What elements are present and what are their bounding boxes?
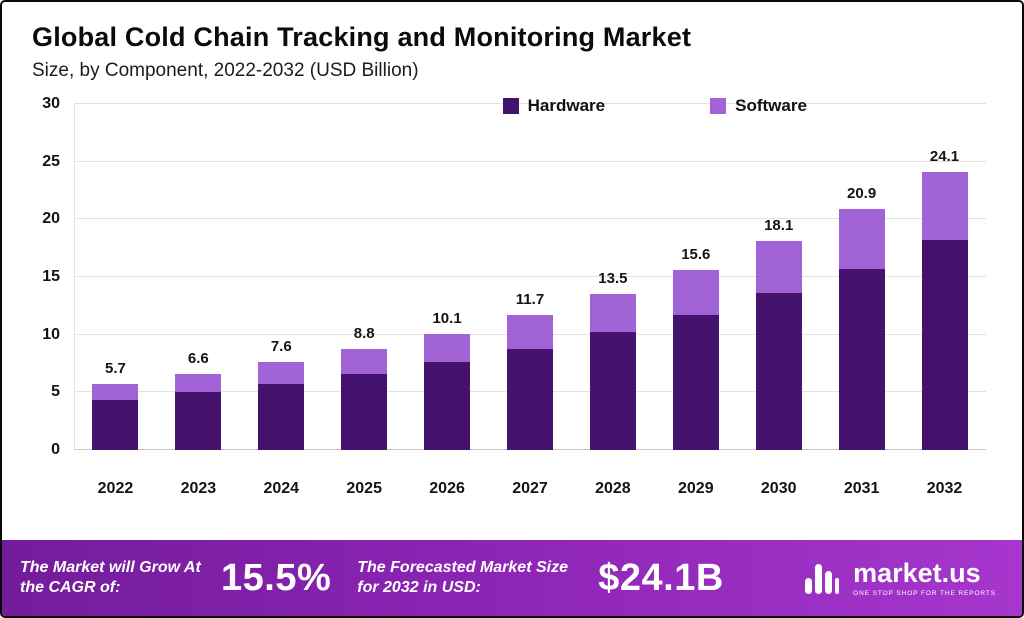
bar-column-2027: 11.7: [489, 104, 572, 450]
bar-2026-hardware: [424, 362, 471, 450]
gridline: [74, 160, 986, 162]
bars: 5.7 6.6 7.6 8.8 10.1 11.7 13.5 15.6 18.1 20.9 24.1: [74, 104, 986, 450]
bar-total-label: 11.7: [515, 291, 545, 309]
x-tick-label: 2027: [512, 480, 548, 497]
bar-2023-hardware: [175, 392, 222, 450]
y-tick-label: 30: [42, 95, 60, 112]
legend-swatch-software: [710, 98, 727, 114]
bar-total-label: 24.1: [929, 148, 960, 166]
bar-column-2026: 10.1: [406, 104, 489, 450]
bar-total-label: 15.6: [681, 246, 711, 264]
bar-2024-software: [258, 362, 305, 385]
bar-total-label: 18.1: [764, 217, 794, 235]
gridline: [74, 218, 986, 220]
brand-text: market.us ONE STOP SHOP FOR THE REPORTS: [853, 557, 996, 597]
legend-item-software: Software: [710, 96, 807, 116]
market-us-logo-icon: [805, 564, 840, 594]
x-tick-label: 2023: [180, 480, 217, 497]
y-tick-label: 25: [42, 152, 60, 170]
bar-2032-software: [921, 172, 968, 241]
brand-tagline: ONE STOP SHOP FOR THE REPORTS: [853, 589, 996, 597]
bar-2028-software: [589, 294, 636, 333]
bar-2025-hardware: [341, 373, 388, 450]
bar-2032-hardware: [921, 240, 968, 450]
bar-2031-hardware: [838, 268, 885, 450]
x-tick-label: 2032: [926, 480, 963, 497]
bar-total-label: 13.5: [598, 270, 628, 288]
bar-column-2028: 13.5: [571, 104, 654, 450]
bar-total-label: 8.8: [353, 324, 375, 342]
bar-2031-software: [838, 208, 885, 269]
legend-item-hardware: Hardware: [502, 96, 606, 116]
bar-total-label: 20.9: [847, 184, 877, 202]
bar-column-2030: 18.1: [737, 104, 820, 450]
footer-banner: The Market will Grow At the CAGR of: 15.…: [2, 540, 1022, 616]
chart-title: Global Cold Chain Tracking and Monitorin…: [32, 22, 692, 52]
x-tick-label: 2025: [346, 480, 382, 497]
bar-2024-hardware: [258, 384, 305, 450]
y-tick-label: 15: [42, 268, 60, 285]
bar-total-label: 7.6: [270, 338, 292, 356]
bar-2023-software: [175, 373, 222, 393]
legend-label: Software: [735, 96, 807, 115]
x-tick-label: 2029: [678, 480, 714, 497]
bar-total-label: 6.6: [187, 349, 209, 367]
bar-2027-hardware: [506, 348, 553, 450]
x-tick-label: 2031: [843, 480, 880, 497]
x-tick-label: 2022: [97, 480, 134, 497]
bar-column-2025: 8.8: [323, 104, 406, 450]
brand-name: market.us: [853, 557, 981, 588]
bar-column-2022: 5.7: [74, 104, 157, 450]
bar-total-label: 5.7: [105, 360, 126, 378]
legend: Hardware Software: [502, 96, 807, 116]
y-tick-label: 0: [51, 441, 60, 458]
bar-2029-hardware: [672, 315, 719, 450]
forecast-label: The Forecasted Market Size for 2032 in U…: [357, 559, 568, 596]
forecast-value: $24.1B: [598, 556, 724, 599]
bar-2030-software: [755, 241, 802, 294]
gridline: [74, 276, 986, 277]
bar-2029-software: [672, 270, 719, 316]
bar-2030-hardware: [755, 293, 802, 450]
bar-total-label: 10.1: [432, 309, 462, 327]
legend-label: Hardware: [527, 96, 606, 115]
cagr-label: The Market will Grow At the CAGR of:: [20, 559, 201, 596]
x-tick-label: 2030: [760, 480, 797, 497]
bar-column-2029: 15.6: [654, 104, 737, 450]
bar-column-2032: 24.1: [903, 104, 986, 450]
bar-column-2024: 7.6: [240, 104, 323, 450]
bar-2026-software: [424, 333, 471, 363]
bar-column-2031: 20.9: [820, 104, 903, 450]
bar-2028-hardware: [589, 332, 636, 450]
x-tick-label: 2028: [595, 480, 631, 497]
bar-2025-software: [341, 348, 388, 374]
bar-2022-hardware: [92, 400, 139, 450]
chart-area: 0 5 10 15 20 25 30 Hardware Software 5.7 6.6 7.6 8…: [2, 82, 1022, 540]
chart-subtitle: Size, by Component, 2022-2032 (USD Billi…: [32, 60, 419, 81]
bar-2027-software: [506, 315, 553, 349]
cagr-value: 15.5%: [221, 556, 332, 599]
x-axis-labels: 2022 2023 2024 2025 2026 2027 2028 2029 2030 2031…: [74, 480, 986, 498]
x-tick-label: 2024: [263, 480, 300, 497]
gridline: [74, 103, 986, 104]
plot: 0 5 10 15 20 25 30 Hardware Software 5.7 6.6 7.6 8…: [42, 95, 986, 458]
x-tick-label: 2026: [429, 480, 465, 497]
brand: market.us ONE STOP SHOP FOR THE REPORTS: [804, 557, 1004, 597]
y-tick-label: 20: [42, 210, 60, 228]
bar-column-2023: 6.6: [157, 104, 240, 450]
y-tick-label: 10: [42, 325, 60, 343]
y-tick-label: 5: [51, 383, 60, 401]
chart-header: Global Cold Chain Tracking and Monitorin…: [2, 2, 1022, 82]
bar-2022-software: [92, 384, 139, 401]
legend-swatch-hardware: [502, 98, 519, 114]
